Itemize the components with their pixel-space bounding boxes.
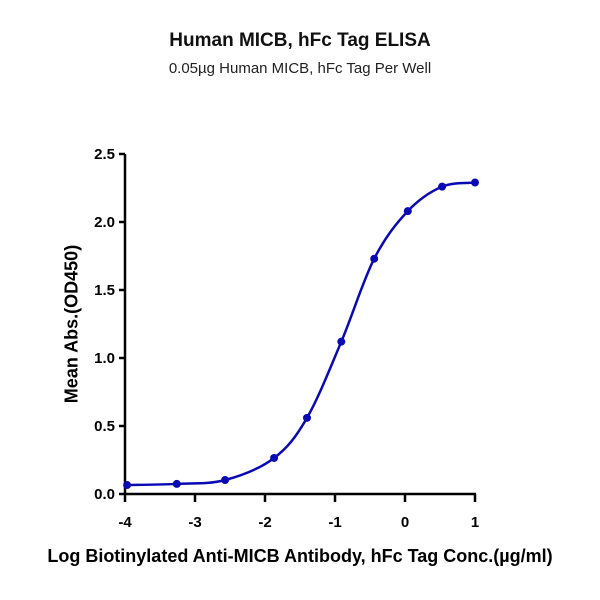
data-point [370,254,379,263]
x-tick-label: -2 [258,514,271,531]
chart-title: Human MICB, hFc Tag ELISA [169,30,431,51]
data-point [337,337,346,346]
x-axis-label: Log Biotinylated Anti-MICB Antibody, hFc… [47,546,553,566]
y-tick-label: 1.0 [94,350,115,367]
x-tick-label: -1 [328,514,341,531]
x-tick-label: 0 [401,514,409,531]
series-line [127,181,476,487]
y-tick-label: 2.5 [94,146,115,163]
data-point [403,207,412,216]
x-tick-label: -3 [188,514,201,531]
fit-curve [127,181,476,487]
data-point [303,413,311,422]
data-point [123,481,132,490]
data-point [221,475,230,484]
data-points [123,178,479,490]
data-point [172,479,181,488]
y-tick-label: 1.5 [94,282,115,299]
y-tick-label: 0.0 [94,486,115,503]
x-tick-label: -4 [118,514,132,531]
y-tick-label: 2.0 [94,214,115,231]
data-point [270,453,279,462]
axes: 0.0 0.5 1.0 1.5 2.0 2.5 -4 -3 -2 -1 0 1 [94,146,479,531]
x-tick-label: 1 [471,514,479,531]
data-point [438,182,447,191]
y-tick-label: 0.5 [94,418,115,435]
data-point [471,178,479,187]
chart-subtitle: 0.05µg Human MICB, hFc Tag Per Well [168,60,432,77]
